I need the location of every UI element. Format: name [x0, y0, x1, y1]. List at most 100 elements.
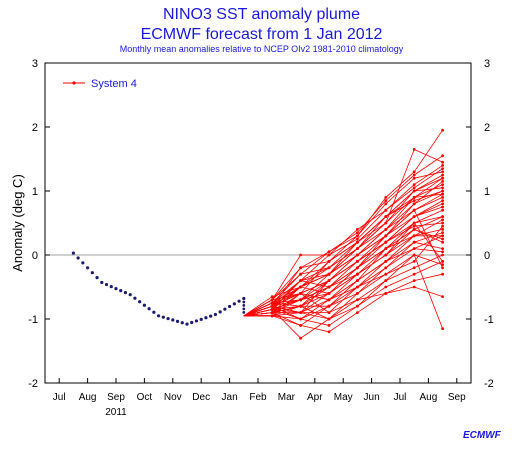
forecast-point: [299, 266, 302, 270]
forecast-point: [384, 253, 388, 257]
forecast-point: [412, 148, 416, 151]
forecast-point: [441, 253, 444, 257]
observed-dot: [104, 282, 109, 287]
chart-title-forecast-date: ECMWF forecast from 1 Jan 2012: [140, 26, 383, 43]
forecast-member-41: [243, 247, 444, 318]
forecast-point: [412, 202, 416, 206]
observed-dot: [175, 319, 180, 323]
forecast-point: [299, 253, 302, 257]
forecast-point: [384, 234, 388, 238]
forecast-point: [356, 240, 359, 244]
observed-dot: [228, 304, 232, 309]
x-tick-label: Jul: [53, 392, 66, 403]
observed-dot: [242, 310, 246, 314]
forecast-point: [270, 298, 274, 302]
forecast-line: [243, 261, 443, 326]
forecast-line: [243, 241, 443, 320]
legend: System 4: [63, 78, 137, 90]
forecast-point: [356, 228, 359, 231]
forecast-point: [327, 250, 331, 254]
observed-dot: [242, 307, 246, 311]
forecast-point: [384, 215, 388, 219]
observed-dot: [114, 287, 118, 291]
forecast-line: [243, 129, 443, 317]
forecast-point: [356, 260, 359, 263]
observed-dot: [242, 304, 246, 307]
forecast-point: [441, 176, 444, 180]
forecast-point: [441, 215, 444, 219]
observed-dot: [194, 319, 199, 323]
forecast-line: [243, 225, 443, 317]
forecast-point: [412, 221, 416, 225]
forecast-line: [243, 248, 443, 317]
forecast-point: [384, 272, 388, 276]
forecast-point: [441, 180, 444, 183]
forecast-point: [356, 231, 359, 235]
forecast-point: [441, 250, 444, 254]
forecast-member-40: [243, 192, 444, 317]
forecast-point: [327, 330, 331, 334]
forecast-point: [384, 208, 388, 212]
forecast-point: [412, 228, 416, 231]
forecast-point: [441, 173, 444, 177]
forecast-point: [384, 247, 388, 251]
observed-series: [71, 251, 246, 326]
forecast-point: [441, 186, 444, 190]
y-tick-label-left: 2: [32, 122, 38, 134]
forecast-point: [441, 295, 444, 298]
observed-dot: [152, 310, 156, 314]
forecast-point: [441, 167, 444, 171]
forecast-point: [384, 199, 388, 203]
forecast-point: [441, 128, 444, 132]
forecast-point: [327, 266, 331, 270]
y-tick-label-left: -2: [28, 378, 38, 390]
forecast-point: [356, 247, 359, 251]
forecast-point: [412, 272, 416, 276]
forecast-point: [441, 327, 444, 330]
observed-dot: [161, 315, 165, 319]
forecast-point: [327, 260, 331, 263]
observed-point: [128, 293, 132, 297]
forecast-line: [243, 219, 443, 320]
x-tick-label: May: [334, 392, 353, 403]
observed-dot: [86, 266, 90, 270]
observed-dot: [242, 300, 246, 304]
forecast-point: [327, 311, 331, 314]
forecast-point: [441, 189, 444, 193]
forecast-point: [384, 221, 388, 225]
forecast-point: [270, 295, 274, 298]
forecast-point: [412, 199, 416, 203]
forecast-line: [243, 155, 443, 317]
forecast-point: [356, 272, 359, 276]
forecast-point: [412, 260, 416, 263]
forecast-line: [243, 228, 443, 317]
x-tick-label: Mar: [278, 392, 296, 403]
forecast-line: [243, 187, 443, 317]
x-tick-label: Oct: [137, 392, 153, 403]
x-tick-label: Apr: [307, 392, 323, 403]
forecast-point: [384, 260, 388, 263]
legend-label: System 4: [91, 78, 137, 90]
forecast-line: [243, 254, 443, 329]
y-tick-label-right: 1: [484, 186, 490, 198]
forecast-point: [299, 292, 302, 295]
forecast-point: [356, 304, 359, 308]
forecast-point: [441, 240, 444, 244]
x-year-label: 2011: [105, 407, 127, 418]
forecast-point: [270, 308, 274, 311]
y-tick-label-right: 2: [484, 122, 490, 134]
observed-dot: [171, 318, 175, 322]
forecast-point: [356, 298, 359, 302]
forecast-point: [441, 199, 444, 203]
forecast-point: [441, 260, 444, 263]
x-tick-label: Sep: [448, 392, 466, 403]
forecast-line: [243, 168, 443, 317]
legend-marker: [72, 81, 76, 85]
observed-dot: [76, 256, 80, 260]
y-tick-label-left: 3: [32, 58, 38, 70]
forecast-line: [243, 229, 443, 317]
forecast-point: [412, 208, 416, 212]
observed-dot: [223, 307, 227, 311]
forecast-point: [356, 279, 359, 282]
observed-dot: [138, 300, 142, 304]
